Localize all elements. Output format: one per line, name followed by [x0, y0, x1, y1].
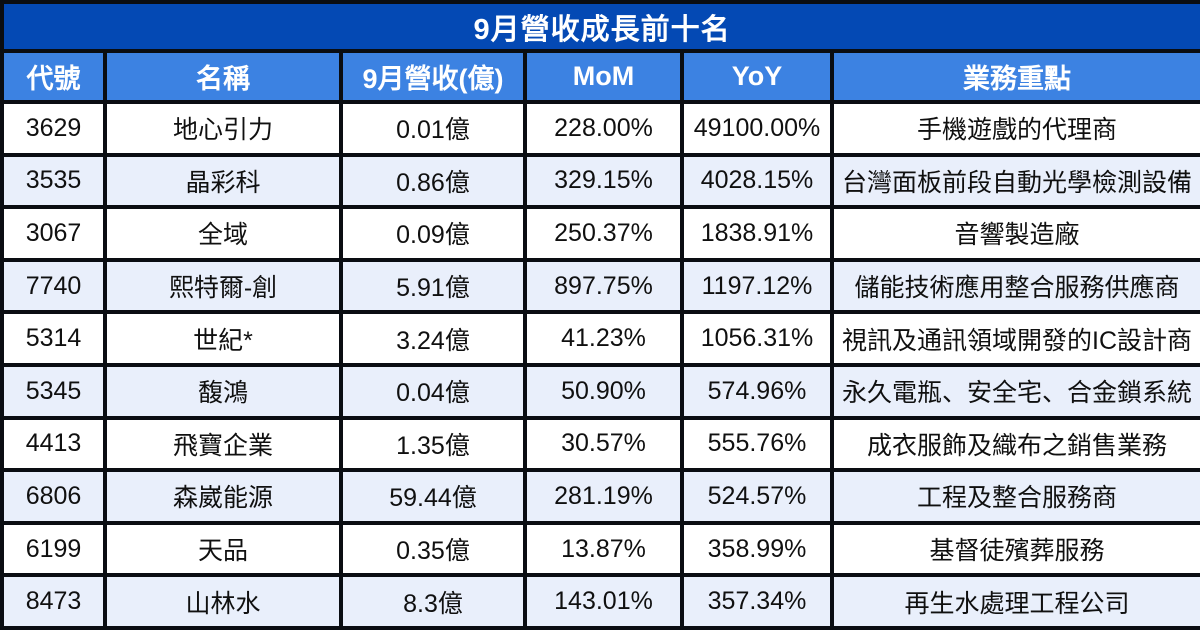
header-row: 代號 名稱 9月營收(億) MoM YoY 業務重點 — [0, 49, 1200, 104]
cell-revenue: 1.35億 — [339, 415, 527, 473]
table-row: 5345 馥鴻 0.04億 50.90% 574.96% 永久電瓶、安全宅、合金… — [0, 362, 1200, 420]
table-row: 8473 山林水 8.3億 143.01% 357.34% 再生水處理工程公司 — [0, 573, 1200, 630]
cell-revenue: 3.24億 — [339, 310, 527, 367]
cell-code: 5345 — [0, 362, 107, 420]
cell-name: 山林水 — [103, 573, 343, 630]
table-row: 4413 飛寶企業 1.35億 30.57% 555.76% 成衣服飾及織布之銷… — [0, 415, 1200, 473]
column-header-focus: 業務重點 — [829, 49, 1200, 104]
cell-revenue: 59.44億 — [339, 468, 527, 525]
cell-name: 馥鴻 — [103, 362, 343, 420]
cell-focus: 台灣面板前段自動光學檢測設備 — [829, 152, 1200, 210]
cell-yoy: 4028.15% — [680, 152, 834, 210]
cell-code: 8473 — [0, 573, 107, 630]
cell-focus: 儲能技術應用整合服務供應商 — [829, 257, 1200, 315]
table-row: 6806 森崴能源 59.44億 281.19% 524.57% 工程及整合服務… — [0, 468, 1200, 525]
cell-focus: 基督徒殯葬服務 — [829, 520, 1200, 578]
cell-name: 晶彩科 — [103, 152, 343, 210]
cell-mom: 897.75% — [523, 257, 684, 315]
cell-yoy: 1197.12% — [680, 257, 834, 315]
cell-yoy: 358.99% — [680, 520, 834, 578]
cell-code: 6806 — [0, 468, 107, 525]
column-header-name: 名稱 — [103, 49, 343, 104]
cell-focus: 音響製造廠 — [829, 205, 1200, 262]
cell-mom: 41.23% — [523, 310, 684, 367]
cell-name: 飛寶企業 — [103, 415, 343, 473]
cell-mom: 329.15% — [523, 152, 684, 210]
cell-name: 全域 — [103, 205, 343, 262]
cell-focus: 工程及整合服務商 — [829, 468, 1200, 525]
cell-name: 地心引力 — [103, 100, 343, 157]
cell-code: 3629 — [0, 100, 107, 157]
cell-yoy: 357.34% — [680, 573, 834, 630]
table-row: 3535 晶彩科 0.86億 329.15% 4028.15% 台灣面板前段自動… — [0, 152, 1200, 210]
cell-focus: 手機遊戲的代理商 — [829, 100, 1200, 157]
cell-yoy: 1838.91% — [680, 205, 834, 262]
cell-name: 熙特爾-創 — [103, 257, 343, 315]
cell-code: 3535 — [0, 152, 107, 210]
cell-revenue: 0.86億 — [339, 152, 527, 210]
cell-mom: 281.19% — [523, 468, 684, 525]
cell-yoy: 574.96% — [680, 362, 834, 420]
cell-mom: 250.37% — [523, 205, 684, 262]
cell-revenue: 5.91億 — [339, 257, 527, 315]
cell-revenue: 0.09億 — [339, 205, 527, 262]
table-row: 3629 地心引力 0.01億 228.00% 49100.00% 手機遊戲的代… — [0, 100, 1200, 157]
table-title: 9月營收成長前十名 — [0, 0, 1200, 53]
table-row: 3067 全域 0.09億 250.37% 1838.91% 音響製造廠 — [0, 205, 1200, 262]
table-row: 5314 世紀* 3.24億 41.23% 1056.31% 視訊及通訊領域開發… — [0, 310, 1200, 367]
column-header-mom: MoM — [523, 49, 684, 104]
cell-revenue: 0.01億 — [339, 100, 527, 157]
cell-code: 3067 — [0, 205, 107, 262]
cell-code: 6199 — [0, 520, 107, 578]
cell-focus: 再生水處理工程公司 — [829, 573, 1200, 630]
cell-name: 世紀* — [103, 310, 343, 367]
column-header-revenue: 9月營收(億) — [339, 49, 527, 104]
cell-yoy: 524.57% — [680, 468, 834, 525]
cell-focus: 永久電瓶、安全宅、合金鎖系統 — [829, 362, 1200, 420]
column-header-code: 代號 — [0, 49, 107, 104]
cell-mom: 30.57% — [523, 415, 684, 473]
cell-focus: 成衣服飾及織布之銷售業務 — [829, 415, 1200, 473]
cell-mom: 228.00% — [523, 100, 684, 157]
cell-mom: 50.90% — [523, 362, 684, 420]
column-header-yoy: YoY — [680, 49, 834, 104]
table-row: 7740 熙特爾-創 5.91億 897.75% 1197.12% 儲能技術應用… — [0, 257, 1200, 315]
cell-revenue: 0.35億 — [339, 520, 527, 578]
table-row: 6199 天品 0.35億 13.87% 358.99% 基督徒殯葬服務 — [0, 520, 1200, 578]
cell-name: 天品 — [103, 520, 343, 578]
cell-code: 5314 — [0, 310, 107, 367]
cell-yoy: 49100.00% — [680, 100, 834, 157]
table-body: 3629 地心引力 0.01億 228.00% 49100.00% 手機遊戲的代… — [0, 100, 1200, 630]
title-row: 9月營收成長前十名 — [0, 0, 1200, 53]
cell-mom: 143.01% — [523, 573, 684, 630]
cell-code: 4413 — [0, 415, 107, 473]
cell-mom: 13.87% — [523, 520, 684, 578]
cell-revenue: 8.3億 — [339, 573, 527, 630]
cell-name: 森崴能源 — [103, 468, 343, 525]
cell-yoy: 555.76% — [680, 415, 834, 473]
cell-focus: 視訊及通訊領域開發的IC設計商 — [829, 310, 1200, 367]
cell-code: 7740 — [0, 257, 107, 315]
cell-yoy: 1056.31% — [680, 310, 834, 367]
cell-revenue: 0.04億 — [339, 362, 527, 420]
